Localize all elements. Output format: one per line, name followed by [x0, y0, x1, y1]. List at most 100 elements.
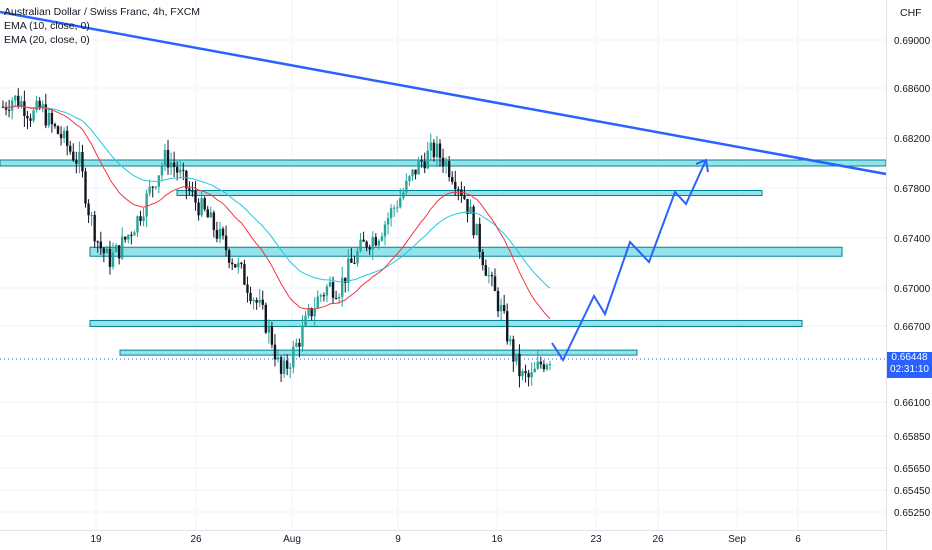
candle [84, 168, 86, 208]
candle [482, 249, 484, 270]
candle [359, 233, 361, 253]
candle [17, 88, 19, 108]
time-tick: 23 [590, 534, 602, 545]
candle [283, 354, 285, 378]
candle [494, 268, 496, 291]
candle [51, 108, 53, 132]
zone-rect[interactable] [90, 320, 802, 326]
candle [210, 207, 212, 218]
zone-rect[interactable] [90, 247, 842, 256]
candle [506, 303, 508, 344]
time-tick: 16 [491, 534, 503, 545]
candle [475, 224, 477, 236]
candle [503, 295, 505, 314]
candle [197, 198, 199, 220]
candle [81, 145, 83, 178]
candle [424, 153, 426, 173]
support-resistance-zones[interactable] [0, 160, 886, 355]
price-tick: 0.67400 [894, 234, 931, 245]
candle [433, 139, 435, 161]
candle [203, 196, 205, 211]
candle [228, 248, 230, 268]
candle [35, 96, 37, 113]
candle [87, 199, 89, 223]
candle [405, 173, 407, 194]
time-axis[interactable]: 19 26 Aug 9 16 23 26 Sep 6 [90, 534, 801, 545]
candle [530, 363, 532, 386]
candle [216, 222, 218, 242]
price-tick: 0.68600 [894, 84, 931, 95]
time-tick: Sep [728, 534, 746, 545]
candle [118, 245, 120, 264]
candle [133, 231, 135, 236]
candle [289, 363, 291, 378]
candle [136, 215, 138, 237]
price-tick: 0.66700 [894, 322, 931, 333]
time-tick: 26 [190, 534, 202, 545]
candle [414, 170, 416, 180]
candle [344, 278, 346, 293]
price-tick: 0.67800 [894, 184, 931, 195]
symbol-title[interactable]: Australian Dollar / Swiss Franc, 4h, FXC… [4, 5, 200, 19]
candle [255, 297, 257, 309]
price-tick: 0.65850 [894, 432, 931, 443]
candle [509, 335, 511, 345]
candle [258, 289, 260, 307]
candle [142, 208, 144, 226]
candle [14, 95, 16, 106]
candle [234, 264, 236, 268]
time-axis-divider [0, 530, 886, 531]
candle [78, 142, 80, 174]
candle [8, 100, 10, 117]
candle [362, 232, 364, 242]
ema-10-legend[interactable]: EMA (10, close, 0) [4, 19, 200, 33]
time-tick: 26 [652, 534, 664, 545]
candle [26, 111, 28, 129]
current-price-badge: 0.66448 02:31:10 [887, 352, 932, 378]
candle [390, 204, 392, 226]
candle [158, 175, 160, 193]
candle [60, 126, 62, 145]
candle [237, 258, 239, 274]
candle [112, 242, 114, 269]
candle [280, 356, 282, 382]
candle [167, 140, 169, 175]
candle [48, 108, 50, 128]
current-price-value: 0.66448 [887, 352, 932, 364]
candle [387, 212, 389, 234]
candle [274, 334, 276, 366]
candle [29, 114, 31, 127]
candle [381, 233, 383, 242]
candle [139, 211, 141, 226]
chart-legend: Australian Dollar / Swiss Franc, 4h, FXC… [4, 5, 200, 47]
price-tick: 0.65650 [894, 464, 931, 475]
candle [32, 107, 34, 123]
candle [307, 304, 309, 319]
candle [164, 144, 166, 171]
candle [109, 241, 111, 275]
candle [240, 262, 242, 269]
candle [213, 210, 215, 237]
candle [23, 91, 25, 127]
candle [417, 157, 419, 175]
candle [527, 370, 529, 387]
candle [375, 233, 377, 246]
candle [411, 169, 413, 181]
candle [90, 212, 92, 226]
grid [0, 0, 886, 530]
time-tick: 6 [795, 534, 801, 545]
candle [384, 221, 386, 246]
price-axis-divider [886, 0, 887, 550]
candle [304, 311, 306, 327]
candle [148, 180, 150, 197]
price-axis[interactable]: 0.69000 0.68600 0.68200 0.67800 0.67400 0.670… [894, 36, 931, 519]
candle [66, 126, 68, 155]
candle [295, 339, 297, 348]
price-tick: 0.67000 [894, 284, 931, 295]
candle [262, 291, 264, 310]
time-tick: Aug [283, 534, 301, 545]
candle [534, 362, 536, 373]
candle [249, 287, 251, 305]
ema-20-legend[interactable]: EMA (20, close, 0) [4, 33, 200, 47]
